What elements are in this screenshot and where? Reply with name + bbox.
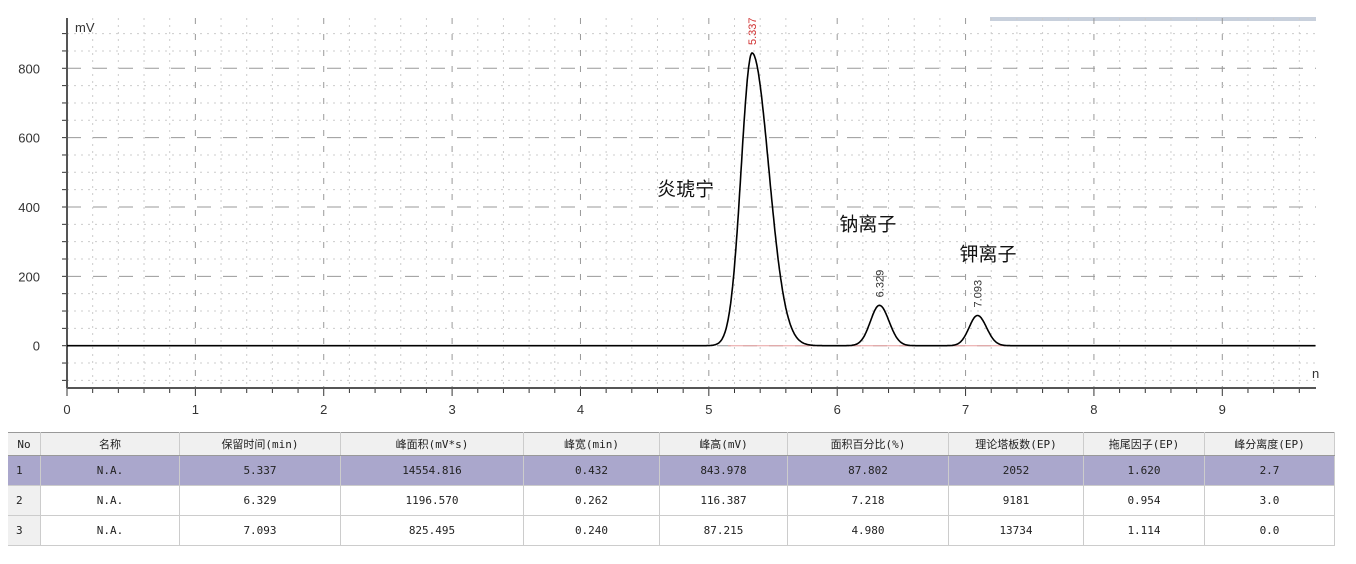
y-tick-label: 400 [18,200,40,215]
x-tick-label: 8 [1090,402,1097,417]
table-cell: 9181 [948,485,1084,516]
table-cell: 825.495 [340,515,524,546]
x-tick-label: 5 [705,402,712,417]
y-tick-label: 0 [33,339,40,354]
table-cell: 1196.570 [340,485,524,516]
table-cell: 1 [8,455,41,486]
table-cell: 843.978 [659,455,788,486]
table-cell: 3 [8,515,41,546]
table-cell: N.A. [40,485,180,516]
peak-rt-label: 7.093 [972,280,984,308]
table-cell: 0.240 [523,515,660,546]
y-tick-label: 200 [18,269,40,284]
table-cell: 87.215 [659,515,788,546]
y-tick-label: 800 [18,61,40,76]
peak-rt-label: 5.337 [747,17,759,45]
x-tick-label: 1 [192,402,199,417]
chromatogram-trace [67,52,1316,347]
x-tick-label: 9 [1219,402,1226,417]
x-tick-label: 2 [320,402,327,417]
table-cell: 0.954 [1083,485,1205,516]
y-axis-unit: mV [75,20,95,35]
col-name[interactable]: 名称 [40,432,180,456]
col-area-percent[interactable]: 面积百分比(%) [787,432,949,456]
col-no[interactable]: No [8,432,41,456]
x-axis-unit: n [1312,366,1319,381]
table-cell: 4.980 [787,515,949,546]
table-cell: 7.218 [787,485,949,516]
table-cell: 0.0 [1204,515,1335,546]
col-peak-height[interactable]: 峰高(mV) [659,432,788,456]
table-cell: 2.7 [1204,455,1335,486]
col-resolution[interactable]: 峰分离度(EP) [1204,432,1335,456]
table-cell: 7.093 [179,515,341,546]
table-cell: 3.0 [1204,485,1335,516]
table-cell: 0.262 [523,485,660,516]
table-cell: 1.114 [1083,515,1205,546]
y-tick-label: 600 [18,131,40,146]
peak-rt-label: 6.329 [874,270,886,298]
x-tick-label: 4 [577,402,584,417]
chromatogram-chart: 0 1 2 3 4 5 6 7 8 9 0 200 400 600 800 mV n 5.337 炎琥宁 6.329 钠… [18,17,1319,417]
table-cell: 13734 [948,515,1084,546]
col-plates[interactable]: 理论塔板数(EP) [948,432,1084,456]
table-cell: N.A. [40,455,180,486]
col-peak-area[interactable]: 峰面积(mV*s) [340,432,524,456]
x-tick-label: 6 [834,402,841,417]
col-tailing[interactable]: 拖尾因子(EP) [1083,432,1205,456]
panel-edge [990,17,1316,21]
peak-name-annotation: 炎琥宁 [657,179,714,201]
col-peak-width[interactable]: 峰宽(min) [523,432,660,456]
table-cell: 6.329 [179,485,341,516]
table-cell: 1.620 [1083,455,1205,486]
table-row[interactable]: 2 N.A. 6.329 1196.570 0.262 116.387 7.218 9181 0… [8,485,1335,516]
table-cell: 2 [8,485,41,516]
table-cell: 5.337 [179,455,341,486]
table-cell: 14554.816 [340,455,524,486]
table-cell: 116.387 [659,485,788,516]
col-retention-time[interactable]: 保留时间(min) [179,432,341,456]
table-cell: 0.432 [523,455,660,486]
peak-name-annotation: 钠离子 [839,214,896,236]
x-tick-label: 0 [63,402,70,417]
table-cell: 2052 [948,455,1084,486]
peak-name-annotation: 钾离子 [959,244,1016,266]
table-cell: N.A. [40,515,180,546]
table-cell: 87.802 [787,455,949,486]
table-row[interactable]: 1 N.A. 5.337 14554.816 0.432 843.978 87.802 205… [8,455,1335,486]
table-row[interactable]: 3 N.A. 7.093 825.495 0.240 87.215 4.980 13734 1.… [8,515,1335,546]
x-tick-label: 3 [448,402,455,417]
peak-table: No 名称 保留时间(min) 峰面积(mV*s) 峰宽(min) 峰高(mV)… [8,432,1335,546]
x-tick-label: 7 [962,402,969,417]
table-header-row: No 名称 保留时间(min) 峰面积(mV*s) 峰宽(min) 峰高(mV)… [8,432,1335,456]
